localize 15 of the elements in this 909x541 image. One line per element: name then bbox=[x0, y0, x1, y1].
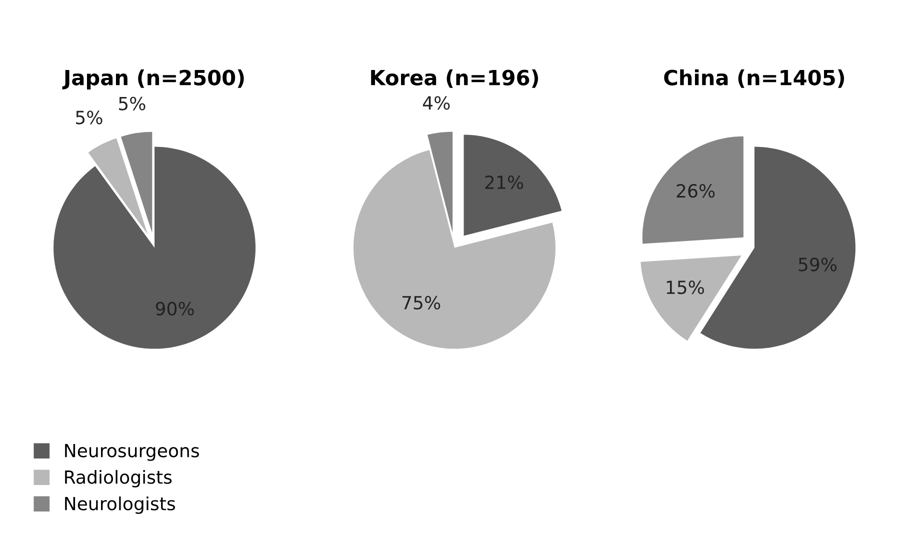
data-label: 15% bbox=[666, 280, 704, 294]
data-label: 4% bbox=[422, 96, 450, 110]
chart-title: Korea (n=196) bbox=[371, 69, 538, 88]
data-label: 5% bbox=[119, 96, 146, 110]
chart-title: China (n=1405) bbox=[664, 69, 844, 88]
data-label: 5% bbox=[76, 110, 102, 124]
legend-label: Neurologists bbox=[65, 496, 175, 514]
data-label: 90% bbox=[156, 302, 194, 316]
data-label: 59% bbox=[798, 258, 837, 272]
legend-label: Neurosurgeons bbox=[65, 444, 199, 461]
legend-label: Radiologists bbox=[65, 470, 172, 488]
data-label: 21% bbox=[485, 176, 524, 190]
data-label: 75% bbox=[402, 296, 440, 310]
chart-title: Japan (n=2500) bbox=[62, 69, 244, 90]
data-label: 26% bbox=[676, 184, 715, 198]
